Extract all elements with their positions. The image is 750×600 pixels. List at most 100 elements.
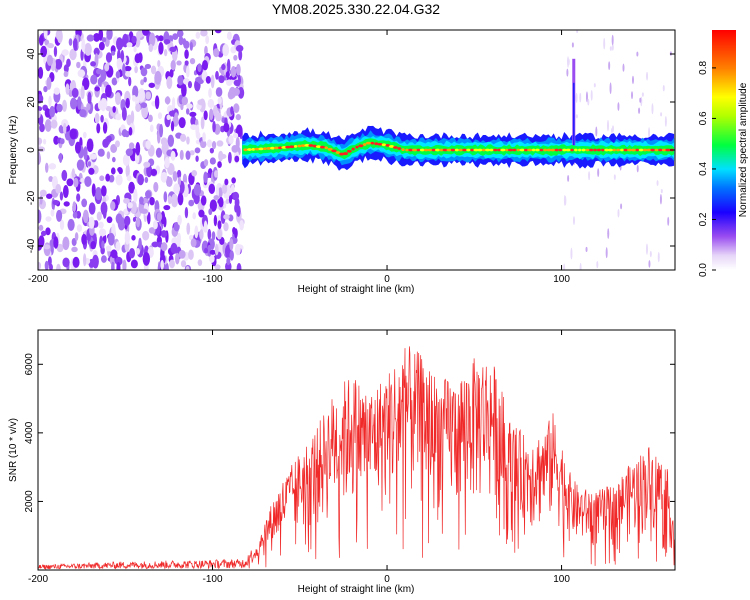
noise-speck [76, 224, 83, 232]
signal-core [401, 148, 405, 152]
spectrogram-xtick-label: 0 [384, 274, 390, 285]
noise-speck [186, 222, 191, 235]
noise-speck [213, 194, 220, 201]
noise-speck [114, 140, 120, 148]
noise-speck [209, 108, 214, 121]
noise-speck [90, 74, 98, 85]
noise-speck [140, 79, 145, 86]
noise-speck [46, 54, 54, 66]
noise-speck [55, 183, 62, 194]
noise-speck [211, 231, 216, 241]
noise-speck [131, 95, 137, 102]
noise-speck [176, 232, 181, 245]
noise-speck [39, 195, 43, 205]
noise-speck [567, 174, 570, 182]
signal-core [343, 152, 348, 155]
noise-speck [140, 67, 148, 77]
noise-speck [167, 134, 175, 147]
noise-speck [48, 95, 52, 107]
noise-speck [48, 163, 57, 170]
spectrogram-xtick-label: -200 [28, 274, 48, 285]
noise-speck [214, 30, 222, 34]
signal-core [543, 148, 548, 152]
noise-speck [177, 75, 184, 86]
noise-speck [585, 246, 588, 253]
noise-speck [38, 137, 43, 145]
noise-speck [68, 38, 73, 46]
noise-speck [72, 38, 78, 51]
noise-speck [88, 216, 95, 229]
noise-speck [65, 83, 70, 95]
noise-speck [207, 228, 212, 240]
noise-speck [122, 154, 130, 166]
noise-speck [164, 96, 171, 105]
noise-speck [152, 220, 158, 230]
noise-speck [190, 124, 197, 131]
colorbar-tick-label: 0.8 [698, 61, 709, 75]
colorbar-tick-label: 0.6 [698, 111, 709, 125]
noise-speck [63, 71, 68, 78]
noise-speck [123, 208, 129, 215]
noise-speck [172, 33, 179, 41]
signal-core [473, 148, 479, 152]
noise-speck [126, 42, 133, 48]
noise-speck [204, 45, 208, 56]
noise-speck [112, 106, 116, 113]
spectrogram-ytick-label: 20 [26, 96, 37, 108]
noise-speck [63, 201, 70, 207]
noise-speck [47, 256, 52, 267]
noise-speck [221, 184, 228, 194]
noise-speck [185, 150, 191, 160]
signal-core [596, 148, 601, 152]
noise-speck [182, 173, 188, 185]
noise-speck [226, 79, 233, 86]
noise-speck [213, 214, 218, 227]
noise-speck [607, 228, 610, 239]
noise-speck [116, 261, 121, 270]
signal-core [393, 146, 398, 149]
noise-speck [139, 196, 144, 205]
noise-speck [102, 122, 108, 134]
noise-speck [212, 120, 216, 133]
noise-speck [184, 207, 189, 219]
signal-core [565, 148, 571, 152]
signal-core [523, 148, 528, 152]
signal-core [489, 148, 494, 152]
noise-speck [155, 147, 163, 158]
noise-speck [660, 112, 663, 117]
noise-speck [220, 210, 226, 224]
signal-core [270, 146, 275, 150]
noise-speck [77, 69, 86, 78]
noise-speck [115, 256, 123, 266]
noise-speck [195, 131, 201, 140]
noise-speck [202, 132, 206, 142]
noise-speck [190, 116, 197, 126]
signal-core [278, 146, 283, 150]
noise-speck [194, 225, 199, 239]
noise-speck [209, 199, 218, 212]
noise-speck [98, 228, 107, 237]
noise-speck [83, 146, 88, 161]
noise-speck [226, 257, 231, 266]
noise-speck [205, 75, 211, 84]
noise-speck [214, 243, 219, 256]
noise-speck [93, 32, 101, 42]
signal-core [620, 148, 624, 152]
noise-speck [572, 216, 575, 226]
noise-speck [233, 54, 238, 61]
noise-speck [67, 218, 75, 231]
noise-speck [597, 168, 600, 178]
noise-speck [59, 191, 64, 201]
noise-speck [75, 210, 82, 219]
noise-speck [45, 216, 52, 222]
signal-core [351, 147, 355, 151]
signal-core [574, 148, 578, 152]
noise-speck [124, 71, 131, 77]
noise-speck [73, 177, 79, 188]
noise-speck [147, 114, 153, 123]
noise-speck [207, 99, 215, 109]
signal-core [258, 147, 264, 151]
noise-speck [223, 222, 229, 232]
noise-speck [651, 103, 654, 115]
